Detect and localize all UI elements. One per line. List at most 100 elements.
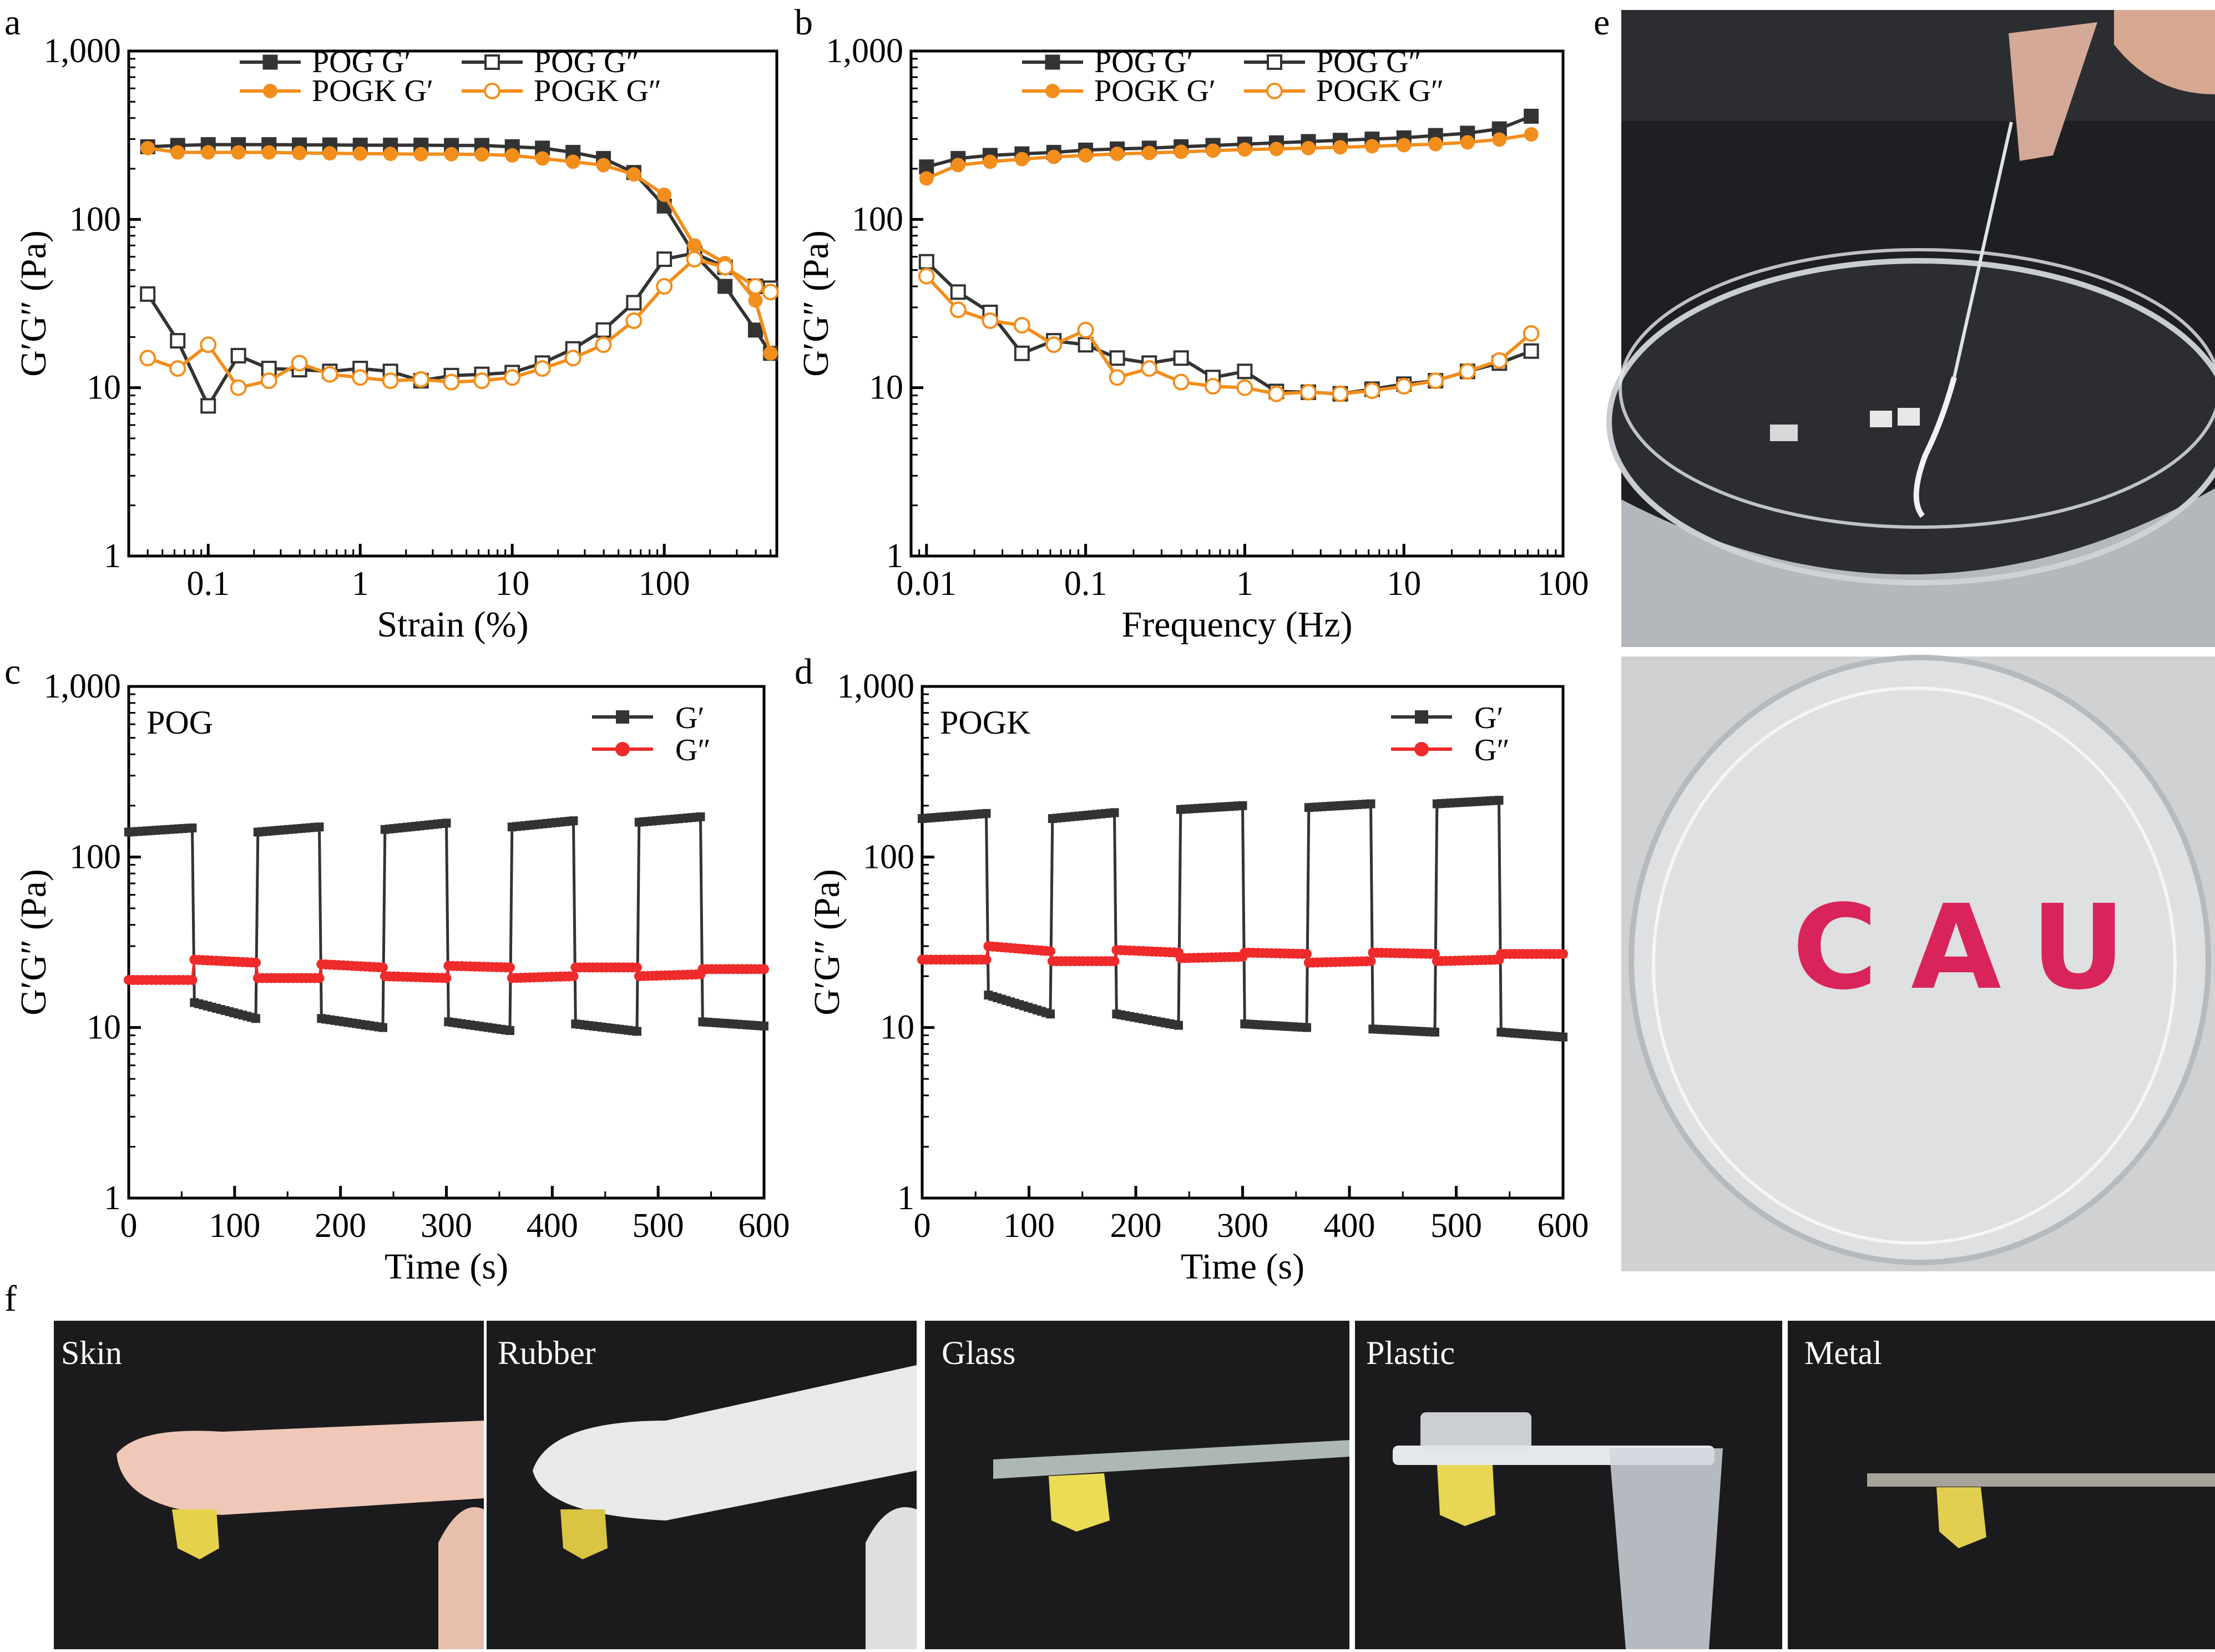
- data-point: [983, 154, 998, 169]
- x-tick-label: 300: [1217, 1207, 1268, 1245]
- data-point: [595, 322, 611, 338]
- data-point: [292, 145, 307, 160]
- data-point: [1558, 949, 1568, 959]
- x-tick-label: 10: [1387, 565, 1421, 603]
- data-point: [260, 372, 277, 390]
- legend-marker: [616, 710, 629, 724]
- data-point: [1302, 949, 1312, 959]
- x-tick-label: 400: [527, 1207, 578, 1245]
- legend-entry: G′: [592, 701, 705, 735]
- metal-sheet: [1867, 1473, 2215, 1487]
- y-tick-label: 10: [87, 369, 121, 407]
- data-point: [441, 973, 452, 983]
- data-point: [382, 372, 399, 390]
- data-point: [717, 279, 733, 294]
- data-point: [1109, 369, 1126, 386]
- data-point: [1045, 336, 1063, 353]
- photo-plastic: Plastic: [1355, 1321, 1782, 1649]
- data-point: [1266, 83, 1283, 99]
- data-point: [314, 973, 325, 983]
- data-point: [412, 371, 429, 388]
- glove-hand: [866, 1507, 917, 1649]
- hand: [438, 1507, 484, 1649]
- legend-entry: POG G″: [462, 45, 639, 79]
- data-point: [413, 146, 428, 161]
- legend-label: POG G′: [1094, 45, 1194, 79]
- gel-chunk: [1770, 425, 1798, 441]
- panel-letter-a: a: [4, 2, 21, 43]
- x-tick-label: 100: [1003, 1207, 1055, 1245]
- data-point: [1236, 379, 1253, 396]
- data-point: [1013, 317, 1030, 334]
- photo-e-bottom: CAU: [1621, 655, 2215, 1271]
- photos-f: Skin Rubber Glass Plastic Metal: [54, 1321, 2215, 1649]
- data-point: [748, 293, 763, 308]
- data-point: [200, 336, 217, 353]
- x-tick-label: 600: [1538, 1207, 1589, 1245]
- data-point: [982, 312, 999, 329]
- chart-a: 1 10 100 1,000 0.1 1 10 100 Strain (%) G′G″ (Pa) P…: [13, 32, 779, 645]
- data-point: [1078, 337, 1094, 353]
- series-line: [148, 143, 772, 355]
- legend-entry: POGK G″: [462, 74, 661, 108]
- chart-d: 1 10 100 1,000 0 100 200 300 400 500 600 Time (s) G′…: [807, 668, 1589, 1287]
- gloved-finger: [533, 1365, 917, 1520]
- data-point: [1269, 142, 1284, 156]
- x-tick-label: 300: [421, 1207, 472, 1245]
- data-point: [1333, 140, 1348, 155]
- petri-dish-bottom-rim: [1652, 686, 2177, 1245]
- data-point: [625, 312, 643, 329]
- data-point: [201, 145, 216, 160]
- data-point: [231, 145, 246, 160]
- plot-frame: [127, 49, 778, 558]
- data-point: [1430, 1027, 1439, 1037]
- legend-label: G′: [1474, 701, 1504, 735]
- data-point: [535, 151, 550, 166]
- data-point: [1174, 144, 1189, 159]
- legend-marker: [1414, 742, 1429, 756]
- data-point: [1559, 1032, 1567, 1042]
- data-point: [982, 809, 991, 818]
- y-axis-label: G′G″ (Pa): [13, 869, 54, 1016]
- photo-label-plastic: Plastic: [1366, 1335, 1455, 1371]
- x-tick-label: 100: [639, 565, 690, 603]
- data-point: [1491, 352, 1508, 369]
- finger: [2114, 10, 2215, 94]
- data-point: [140, 286, 156, 302]
- data-point: [251, 957, 261, 968]
- series-line: [147, 257, 771, 390]
- data-point: [1366, 799, 1375, 809]
- data-point: [568, 971, 579, 982]
- photo-label-metal: Metal: [1804, 1335, 1882, 1371]
- data-point: [1109, 350, 1125, 366]
- data-point: [918, 254, 934, 270]
- photo-skin: Skin: [54, 1321, 484, 1649]
- legend-label: POGK G″: [1316, 74, 1444, 108]
- y-axis-label: G′G″ (Pa): [807, 869, 847, 1016]
- data-point: [1045, 84, 1060, 98]
- data-point: [657, 188, 672, 203]
- y-axis-label: G′G″ (Pa): [13, 230, 54, 377]
- legend-label: G″: [1474, 733, 1510, 767]
- data-point: [505, 962, 515, 973]
- x-tick-label: 600: [739, 1207, 790, 1245]
- data-point: [505, 1026, 514, 1035]
- x-tick-label: 500: [633, 1207, 684, 1245]
- gel-chunk: [1898, 408, 1920, 426]
- data-point: [1046, 1009, 1055, 1019]
- data-point: [1206, 143, 1221, 158]
- data-point: [1110, 146, 1125, 161]
- series-1: [918, 796, 1567, 1042]
- data-point: [696, 812, 705, 821]
- gel-chunk: [1870, 411, 1892, 427]
- data-point: [474, 147, 489, 162]
- y-tick-label: 10: [87, 1009, 121, 1047]
- data-point: [322, 146, 337, 161]
- photo-glass: Glass: [925, 1321, 1349, 1649]
- data-point: [1267, 54, 1282, 70]
- panel-letter-d: d: [795, 651, 813, 692]
- y-tick-label: 1: [897, 1179, 914, 1217]
- y-tick-label: 1,000: [826, 32, 904, 70]
- data-point: [1492, 132, 1507, 147]
- legend-label: POG G′: [312, 45, 411, 79]
